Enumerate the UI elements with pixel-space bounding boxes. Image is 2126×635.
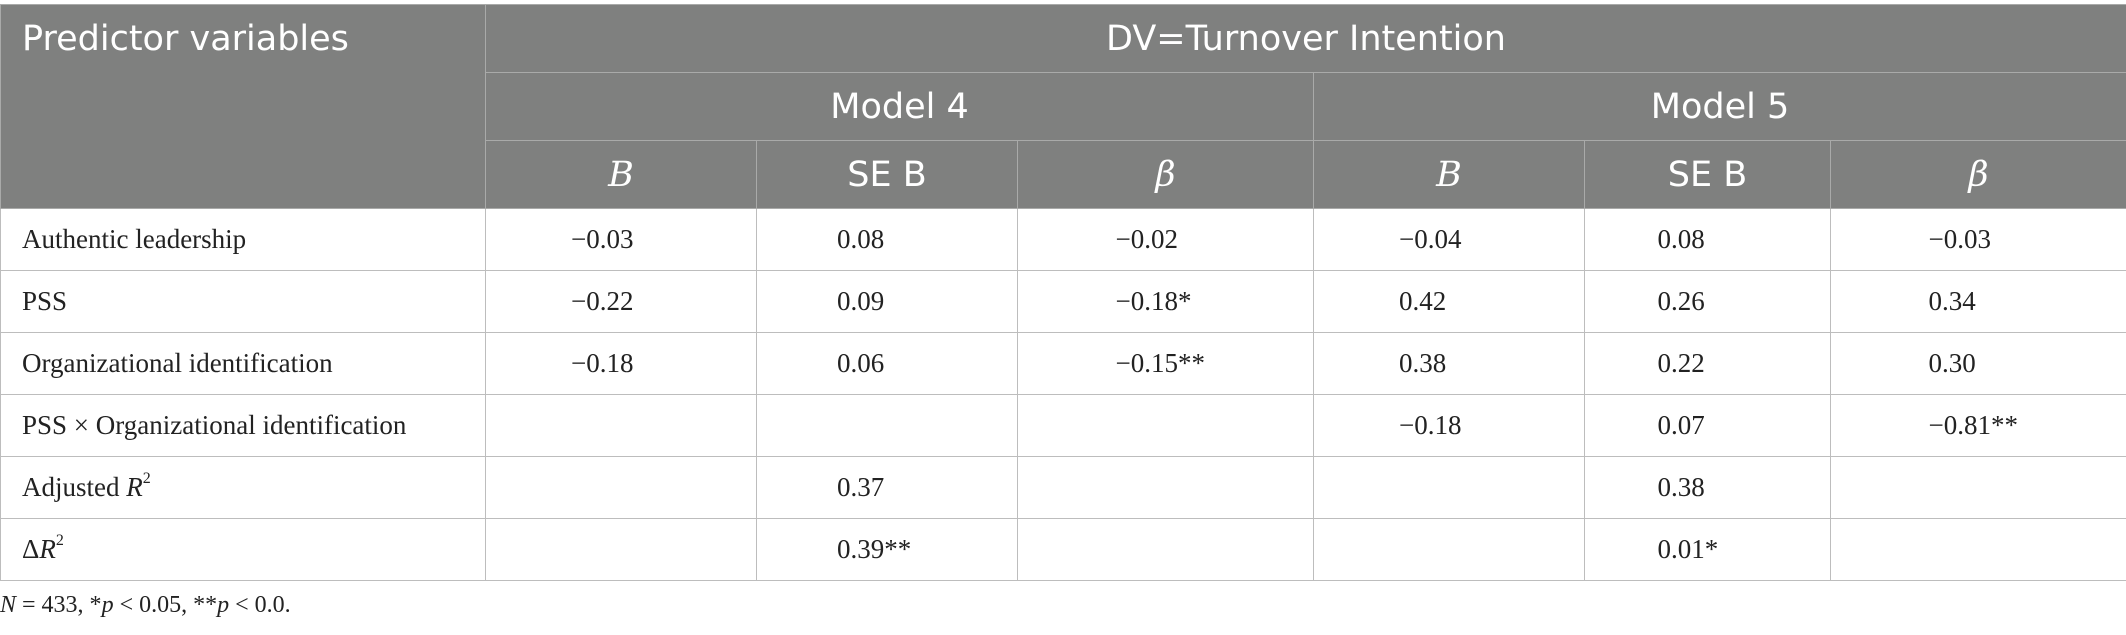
table-cell: 0.09	[756, 270, 1018, 333]
row-label: Organizational identification	[0, 332, 486, 395]
table-cell: −0.81**	[1829, 394, 2126, 457]
table-footnote: N = 433, *p < 0.05, **p < 0.0.	[0, 592, 291, 618]
table-cell: 0.01*	[1584, 518, 1831, 581]
model-5-header: Model 5	[1312, 72, 2126, 141]
table-row: PSS −0.22 0.09 −0.18* 0.42 0.26 0.34	[0, 270, 2126, 333]
table-cell	[485, 394, 757, 457]
table-cell: 0.30	[1829, 332, 2126, 395]
table-cell: 0.37	[756, 456, 1018, 519]
table-cell: −0.15**	[1017, 332, 1314, 395]
table-cell: −0.18	[1313, 394, 1585, 457]
table-cell	[485, 456, 757, 519]
col-seb-model4: SE B	[756, 140, 1018, 209]
col-seb-model5: SE B	[1584, 140, 1831, 209]
table-cell: 0.08	[1584, 208, 1831, 271]
col-b-model5: B	[1313, 140, 1585, 209]
table-row: Adjusted R2 0.37 0.38	[0, 456, 2126, 519]
table-cell	[1313, 456, 1585, 519]
table-cell: −0.18*	[1017, 270, 1314, 333]
table-row: ΔR2 0.39** 0.01*	[0, 518, 2126, 581]
col-beta-model5: β	[1829, 140, 2126, 209]
delta-r2-label: ΔR2	[0, 518, 486, 581]
table-cell: 0.34	[1829, 270, 2126, 333]
table-cell: −0.18	[485, 332, 757, 395]
adjusted-r2-label: Adjusted R2	[0, 456, 486, 519]
row-label: PSS	[0, 270, 486, 333]
table-cell	[1829, 456, 2126, 519]
predictor-variables-header: Predictor variables	[0, 4, 486, 209]
table-cell: 0.38	[1313, 332, 1585, 395]
col-b-model4: B	[485, 140, 757, 209]
table-cell	[756, 394, 1018, 457]
table-cell	[1017, 394, 1314, 457]
table-row: Organizational identification −0.18 0.06…	[0, 332, 2126, 395]
table-cell	[1017, 518, 1314, 581]
dv-header: DV=Turnover Intention	[484, 4, 2126, 73]
table-cell: 0.06	[756, 332, 1018, 395]
table-row: Authentic leadership −0.03 0.08 −0.02 −0…	[0, 208, 2126, 271]
table-cell: −0.22	[485, 270, 757, 333]
table-cell: 0.26	[1584, 270, 1831, 333]
table-cell: 0.39**	[756, 518, 1018, 581]
table-cell: −0.03	[485, 208, 757, 271]
table-cell: 0.38	[1584, 456, 1831, 519]
table-cell: −0.03	[1829, 208, 2126, 271]
table-cell	[1017, 456, 1314, 519]
table-row: PSS × Organizational identification −0.1…	[0, 394, 2126, 457]
table-cell: 0.08	[756, 208, 1018, 271]
table-cell: 0.42	[1313, 270, 1585, 333]
row-label: PSS × Organizational identification	[0, 394, 486, 457]
table-cell: −0.04	[1313, 208, 1585, 271]
table-cell: 0.07	[1584, 394, 1831, 457]
table-cell: −0.02	[1017, 208, 1314, 271]
table-cell	[485, 518, 757, 581]
table-cell	[1829, 518, 2126, 581]
col-beta-model4: β	[1017, 140, 1314, 209]
row-label: Authentic leadership	[0, 208, 486, 271]
table-cell	[1313, 518, 1585, 581]
regression-table: Predictor variables DV=Turnover Intentio…	[0, 4, 2126, 581]
model-4-header: Model 4	[485, 72, 1314, 141]
table-cell: 0.22	[1584, 332, 1831, 395]
